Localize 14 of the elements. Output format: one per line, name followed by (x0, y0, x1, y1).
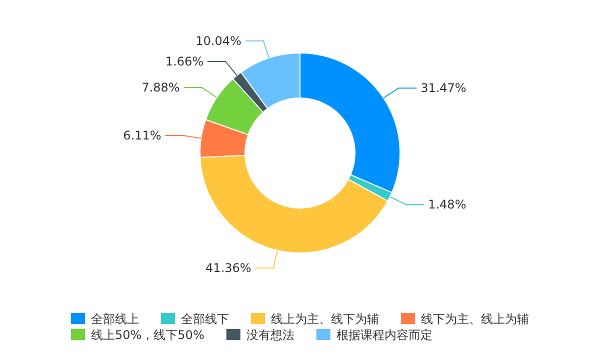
legend-label: 全部线上 (91, 312, 139, 326)
legend-label: 没有想法 (246, 328, 294, 342)
data-label: 1.48% (428, 198, 466, 212)
legend-label: 线上50%，线下50% (91, 328, 204, 342)
data-label: 41.36% (206, 260, 252, 275)
legend-label: 线上为主、线下为辅 (271, 312, 379, 326)
data-label: 10.04% (196, 34, 242, 48)
legend-label: 根据课程内容而定 (336, 328, 432, 342)
data-label: 31.47% (420, 81, 466, 96)
data-label: 7.88% (142, 80, 180, 95)
data-label: 6.11% (123, 128, 162, 143)
data-label: 1.66% (165, 54, 204, 68)
legend-label: 线下为主、线上为辅 (421, 312, 529, 326)
legend-label: 全部线下 (181, 312, 229, 326)
